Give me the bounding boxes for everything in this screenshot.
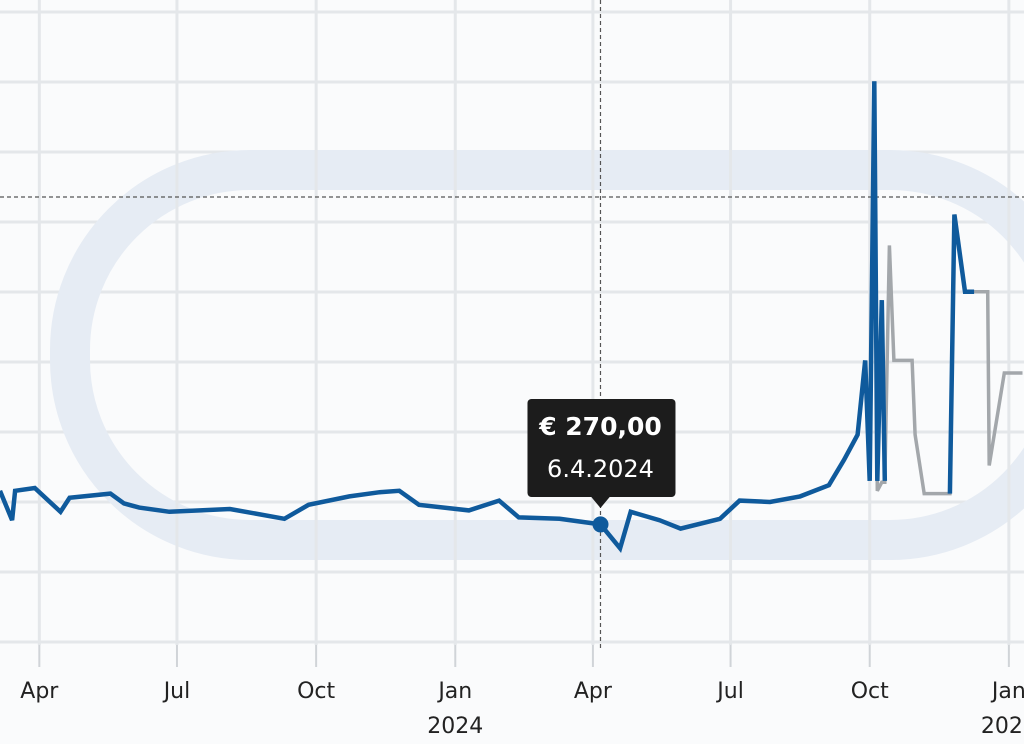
x-tick-label: Jan xyxy=(990,679,1024,704)
tooltip-box xyxy=(527,399,676,497)
x-tick-label: Jul xyxy=(162,679,191,704)
year-label: 2024 xyxy=(427,714,483,739)
x-tick-label: Oct xyxy=(297,679,335,704)
x-tick-label: Jul xyxy=(715,679,744,704)
hover-point xyxy=(592,516,609,533)
price-line xyxy=(0,81,975,554)
watermark xyxy=(50,150,1024,560)
x-tick-label: Jan xyxy=(436,679,472,704)
x-tick-label: Apr xyxy=(20,679,59,704)
tooltip-value: € 270,00 xyxy=(538,412,662,441)
tooltip-arrow xyxy=(590,496,611,508)
year-label: 2025 xyxy=(981,714,1024,739)
tooltip: € 270,00 6.4.2024 xyxy=(527,399,676,508)
tooltip-date: 6.4.2024 xyxy=(547,455,654,483)
x-tick-label: Oct xyxy=(851,679,889,704)
price-line xyxy=(872,81,1023,496)
x-tick-label: Apr xyxy=(574,679,613,704)
